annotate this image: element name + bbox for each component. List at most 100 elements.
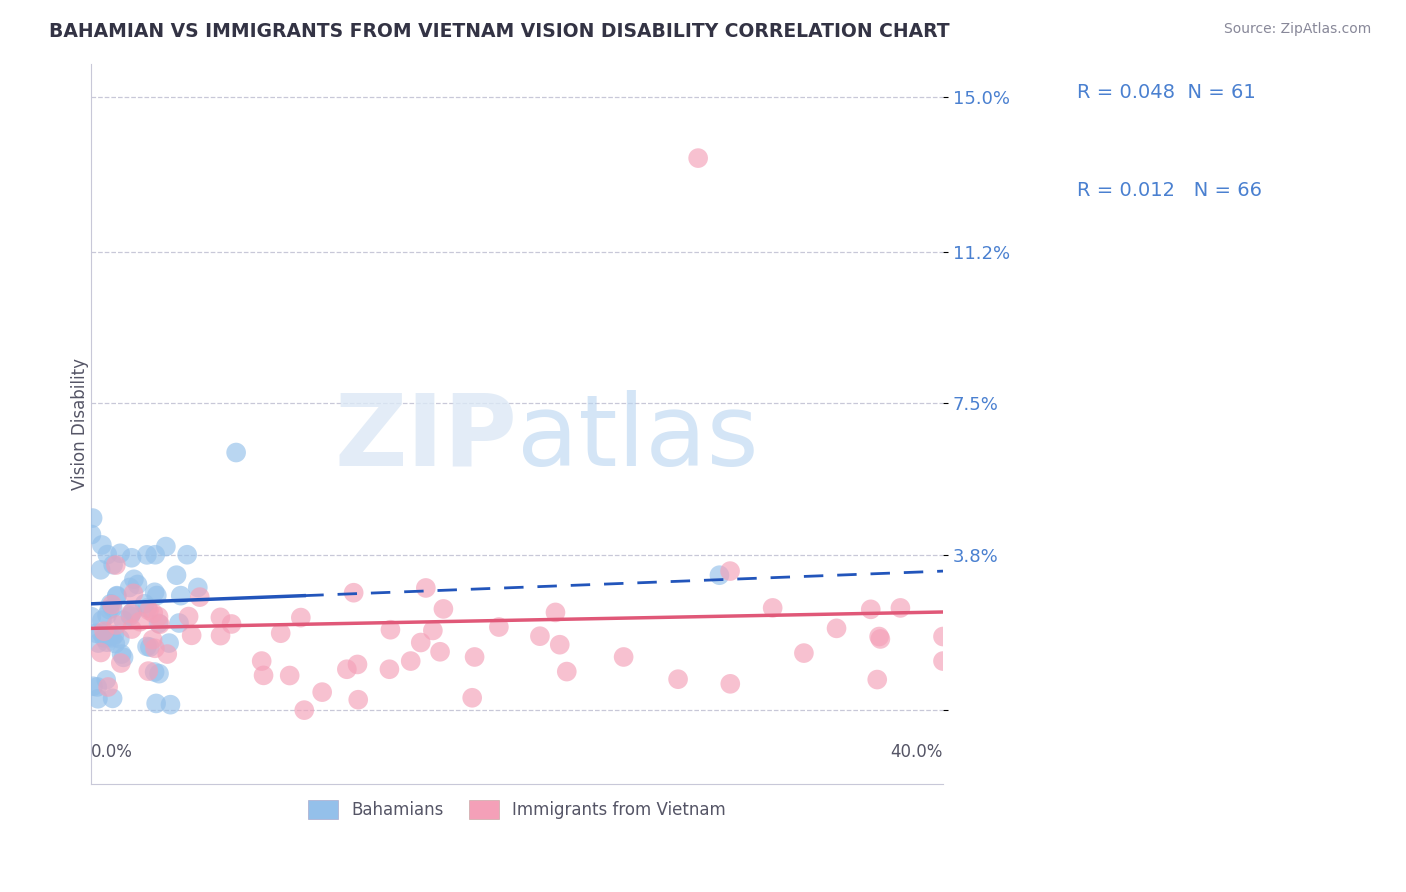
Point — [709, 568, 731, 582]
Point — [148, 666, 170, 681]
Point — [87, 691, 110, 706]
Point — [170, 589, 193, 603]
Point — [290, 610, 312, 624]
Point — [129, 615, 152, 629]
Point — [90, 645, 112, 659]
Point — [96, 673, 118, 687]
Point — [103, 628, 125, 642]
Point — [148, 609, 170, 624]
FancyBboxPatch shape — [1018, 36, 1406, 248]
Point — [112, 613, 135, 627]
Text: 0.0%: 0.0% — [91, 743, 134, 761]
Point — [110, 647, 132, 661]
Point — [225, 445, 247, 459]
Point — [429, 645, 451, 659]
Point — [167, 615, 190, 630]
Point — [127, 577, 149, 591]
Point — [292, 703, 315, 717]
Point — [464, 650, 486, 665]
Point — [529, 629, 551, 643]
Point — [932, 654, 955, 668]
Point — [139, 640, 162, 655]
Point — [118, 581, 141, 595]
Point — [84, 626, 107, 640]
Point — [177, 609, 200, 624]
Point — [889, 601, 911, 615]
Text: BAHAMIAN VS IMMIGRANTS FROM VIETNAM VISION DISABILITY CORRELATION CHART: BAHAMIAN VS IMMIGRANTS FROM VIETNAM VISI… — [49, 22, 950, 41]
Point — [343, 585, 366, 599]
Point — [108, 632, 131, 646]
Text: 40.0%: 40.0% — [890, 743, 943, 761]
Point — [105, 589, 128, 603]
Point — [82, 511, 104, 525]
Text: atlas: atlas — [517, 390, 759, 487]
Point — [101, 631, 124, 645]
Point — [250, 654, 273, 668]
Point — [548, 638, 571, 652]
Point — [108, 546, 131, 560]
Point — [142, 632, 165, 647]
Point — [718, 677, 741, 691]
Point — [415, 581, 437, 595]
Point — [97, 680, 120, 694]
Point — [432, 602, 454, 616]
Point — [859, 602, 882, 616]
Point — [380, 623, 402, 637]
Point — [96, 548, 118, 562]
Point — [136, 601, 159, 615]
Point — [80, 609, 103, 624]
Bar — [1035, 64, 1064, 121]
Point — [146, 589, 169, 603]
Point — [104, 636, 127, 650]
Point — [159, 698, 181, 712]
Point — [100, 597, 122, 611]
Y-axis label: Vision Disability: Vision Disability — [72, 358, 89, 490]
Point — [336, 662, 359, 676]
Point — [409, 635, 432, 649]
Point — [80, 527, 103, 541]
Point — [378, 662, 401, 676]
Point — [718, 564, 741, 578]
Point — [176, 548, 198, 562]
Point — [101, 691, 124, 706]
Point — [86, 680, 108, 694]
Point — [110, 656, 132, 670]
Point — [188, 590, 211, 604]
Point — [148, 616, 170, 631]
Point — [209, 610, 232, 624]
Point — [187, 581, 209, 595]
Text: R = 0.012   N = 66: R = 0.012 N = 66 — [1077, 181, 1263, 201]
Point — [461, 690, 484, 705]
Point — [155, 540, 177, 554]
Point — [868, 630, 890, 644]
Text: R = 0.048  N = 61: R = 0.048 N = 61 — [1077, 83, 1256, 103]
Point — [143, 641, 166, 656]
Point — [104, 558, 127, 572]
Point — [270, 626, 292, 640]
Point — [90, 626, 112, 640]
Point — [143, 548, 166, 562]
Point — [101, 601, 124, 615]
Point — [688, 151, 710, 165]
Point — [143, 585, 166, 599]
Point — [90, 538, 112, 552]
Point — [166, 568, 188, 582]
Point — [96, 635, 118, 649]
Point — [136, 640, 159, 654]
Point — [422, 624, 444, 638]
Point — [555, 665, 578, 679]
Point — [825, 621, 848, 635]
Point — [97, 630, 120, 644]
Point — [93, 631, 115, 645]
Point — [932, 630, 955, 644]
Point — [156, 647, 179, 661]
Point — [87, 636, 110, 650]
Point — [793, 646, 815, 660]
Point — [142, 606, 165, 620]
Point — [157, 636, 180, 650]
Point — [98, 602, 121, 616]
Point — [122, 586, 145, 600]
Point — [221, 617, 243, 632]
Point — [120, 607, 142, 621]
Point — [138, 603, 160, 617]
